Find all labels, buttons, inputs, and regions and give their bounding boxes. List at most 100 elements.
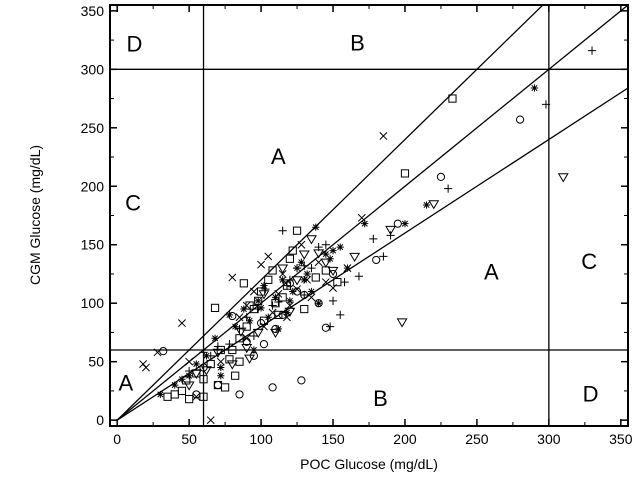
data-point-triangle-down — [212, 348, 224, 358]
data-point-triangle-down — [327, 266, 339, 277]
data-point-triangle-down — [241, 344, 253, 354]
x-axis-title: POC Glucose (mg/dL) — [300, 456, 438, 472]
data-point-star — [254, 297, 262, 305]
data-point-star — [245, 317, 254, 325]
data-point-triangle-down — [557, 173, 569, 183]
data-point-triangle-down — [190, 369, 202, 379]
data-point-circle — [278, 310, 287, 320]
data-point-plus — [541, 100, 551, 109]
data-point-plus — [336, 310, 345, 320]
data-point-circle — [213, 380, 223, 390]
y-tick-label: 300 — [81, 61, 105, 77]
axes-layer: 0 50 100 150 200 250 300 350 0 50 100 150 200 250 300 3… — [81, 3, 633, 447]
data-point-square — [225, 355, 234, 364]
data-point-triangle-down — [320, 258, 332, 268]
x-tick-label: 350 — [609, 431, 633, 447]
data-point-triangle-down — [428, 200, 440, 210]
data-point-plus — [274, 297, 283, 307]
data-point-square — [264, 275, 273, 284]
data-point-star — [225, 311, 234, 319]
data-point-cross — [242, 334, 251, 343]
data-point-star — [211, 334, 219, 342]
data-point-circle — [268, 383, 277, 392]
data-point-circle — [436, 172, 446, 182]
data-point-square — [268, 266, 277, 275]
zone-label: D — [127, 32, 143, 57]
zone-label: B — [373, 386, 388, 411]
reference-lines — [110, 5, 628, 426]
data-point-square — [228, 345, 237, 355]
data-point-cross — [321, 278, 330, 287]
data-point-star — [283, 308, 291, 317]
data-point-triangle-down — [200, 366, 212, 376]
data-point-star — [297, 258, 305, 266]
data-point-triangle-down — [284, 307, 296, 317]
x-tick-label: 200 — [393, 431, 417, 447]
data-point-cross — [314, 258, 323, 267]
data-point-star — [303, 270, 311, 278]
data-point-cross — [142, 363, 150, 372]
data-point-square — [400, 169, 410, 178]
x-tick-label: 100 — [249, 431, 273, 447]
data-point-star — [343, 264, 352, 272]
data-point-cross — [192, 392, 201, 401]
data-point-square — [170, 390, 179, 399]
data-point-cross — [264, 252, 273, 261]
diagonal-line — [116, 5, 544, 421]
data-point-star — [361, 220, 369, 228]
data-point-plus — [369, 234, 378, 243]
data-point-plus — [326, 322, 335, 331]
data-point-plus — [354, 272, 364, 281]
data-point-square — [185, 395, 194, 404]
y-tick-label: 250 — [81, 120, 105, 136]
data-point-star — [279, 276, 287, 284]
data-point-star — [300, 276, 308, 284]
data-point-square — [210, 303, 220, 312]
x-tick-label: 50 — [181, 431, 197, 447]
x-tick-label: 150 — [321, 431, 345, 447]
zone-label: C — [581, 249, 597, 274]
x-tick-label: 300 — [537, 431, 561, 447]
data-point-circle — [321, 323, 330, 332]
data-point-star — [260, 282, 268, 290]
data-point-star — [202, 352, 211, 360]
data-point-triangle-down — [258, 290, 270, 300]
data-point-plus — [321, 240, 330, 249]
y-tick-label: 50 — [88, 354, 104, 370]
data-point-plus — [328, 296, 338, 305]
data-point-star — [293, 264, 301, 272]
data-point-plus — [282, 281, 292, 290]
data-point-plus — [300, 290, 309, 300]
data-point-cross — [257, 260, 266, 269]
data-point-cross — [153, 348, 162, 357]
data-point-square — [448, 94, 457, 103]
data-point-circle — [235, 390, 244, 399]
data-point-plus — [386, 231, 395, 240]
data-point-triangle-down — [385, 225, 397, 236]
data-point-plus — [307, 264, 316, 273]
zone-label: A — [118, 371, 133, 396]
data-point-cross — [216, 357, 225, 366]
data-point-star — [185, 372, 193, 380]
data-point-plus — [379, 252, 388, 261]
data-point-cross — [297, 240, 306, 249]
x-tick-label: 0 — [113, 431, 121, 447]
data-point-cross — [278, 270, 287, 278]
data-point-cross — [307, 293, 316, 302]
zone-label: B — [350, 30, 365, 55]
data-point-plus — [340, 278, 349, 287]
y-tick-label: 150 — [81, 237, 105, 253]
x-tick-label: 250 — [465, 431, 489, 447]
data-point-plus — [285, 275, 294, 284]
zone-label: A — [484, 260, 499, 285]
y-tick-label: 100 — [81, 295, 105, 311]
data-point-square — [333, 278, 342, 287]
data-point-square — [278, 293, 287, 302]
zone-label: A — [271, 144, 286, 169]
data-point-plus — [587, 46, 597, 55]
data-point-star — [217, 372, 225, 380]
data-point-triangle-down — [396, 318, 408, 328]
y-axis-title: CGM Glucose (mg/dL) — [27, 145, 43, 285]
data-point-star — [422, 201, 431, 209]
